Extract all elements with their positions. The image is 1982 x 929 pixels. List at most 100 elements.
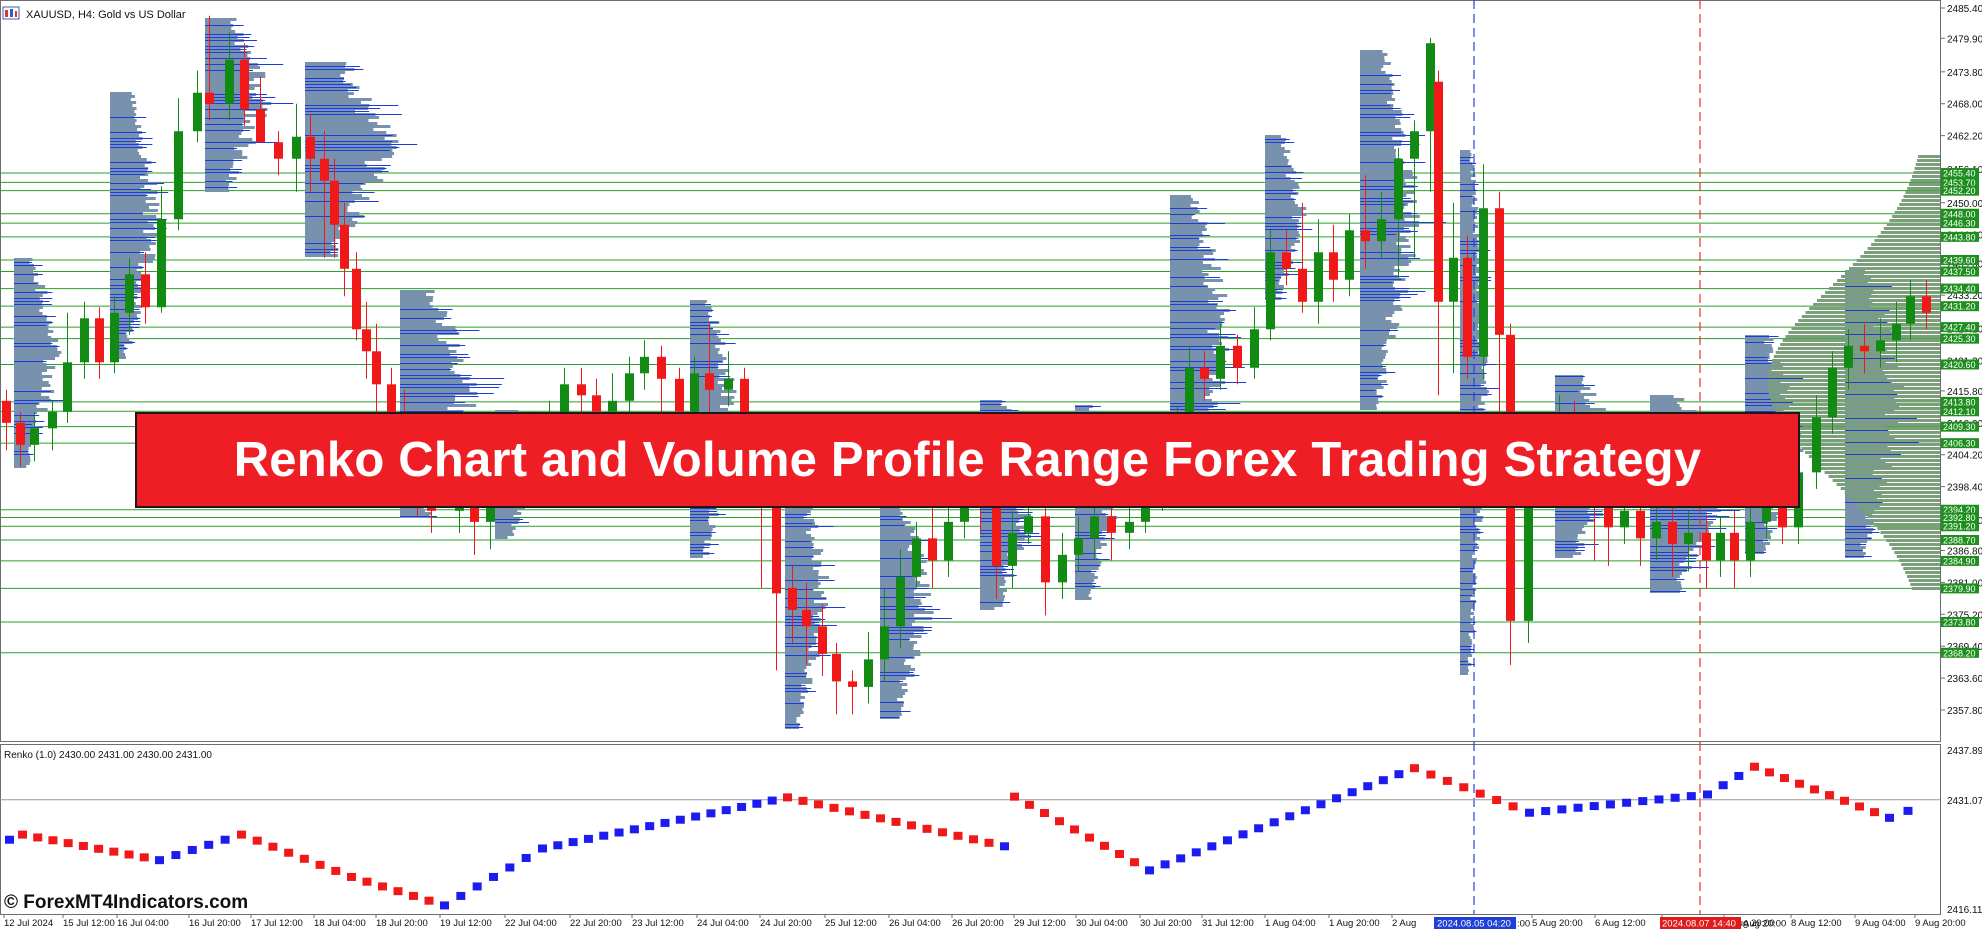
profile-bar — [205, 174, 230, 177]
profile-bar — [1460, 369, 1484, 372]
time-axis-label: 24 Jul 20:00 — [760, 918, 812, 929]
profile-bar — [110, 224, 154, 227]
time-axis-label: 15 Jul 12:00 — [63, 918, 115, 929]
profile-bar — [14, 267, 36, 270]
profile-bar — [690, 330, 721, 333]
profile-bar — [785, 666, 807, 669]
profile-bar — [980, 538, 1025, 541]
candle-body — [944, 521, 953, 561]
profile-bar — [1863, 511, 1940, 514]
profile-bar — [1860, 255, 1940, 258]
profile-bar — [1460, 321, 1486, 324]
profile-bar — [495, 536, 508, 539]
profile-bar — [205, 189, 230, 192]
candle-body — [193, 92, 202, 132]
profile-bar — [1460, 153, 1472, 156]
profile-bar — [880, 641, 918, 644]
profile-bar — [305, 239, 336, 242]
profile-bar — [880, 686, 902, 689]
candle-body — [1233, 345, 1242, 368]
renko-brick — [1670, 793, 1680, 802]
renko-brick — [393, 887, 403, 896]
profile-bar — [305, 152, 395, 155]
profile-bar — [1360, 122, 1401, 125]
renko-brick — [614, 828, 624, 837]
profile-bar — [980, 604, 1003, 607]
profile-bar — [110, 107, 137, 110]
profile-bar — [1360, 398, 1379, 401]
profile-bar — [1265, 144, 1282, 147]
profile-bar — [400, 335, 438, 338]
banner-title: Renko Chart and Volume Profile Range For… — [233, 433, 1702, 487]
profile-bar — [1460, 405, 1479, 408]
profile-bar — [205, 30, 236, 33]
profile-bar — [1805, 311, 1940, 314]
candle-body — [1652, 521, 1661, 539]
profile-bar — [980, 547, 1024, 550]
profile-bar — [690, 537, 711, 540]
profile-bar — [1460, 558, 1477, 561]
profile-bar — [1460, 522, 1475, 525]
candle-body — [832, 653, 841, 682]
profile-bar — [110, 209, 158, 212]
profile-bar — [305, 101, 361, 104]
profile-bar — [1768, 379, 1940, 382]
profile-bar — [110, 281, 137, 284]
time-axis-label: 26 Jul 04:00 — [889, 918, 941, 929]
level-tag-label: 2443.80 — [1943, 232, 1976, 242]
profile-bar — [400, 311, 448, 314]
time-axis-label: 2 Aug — [1392, 918, 1416, 929]
profile-bar — [1170, 255, 1204, 258]
profile-bar — [1360, 137, 1393, 140]
time-axis-label: 26 Jul 20:00 — [952, 918, 1004, 929]
profile-bar — [1265, 168, 1294, 171]
blue-marker-time-tag — [1434, 917, 1516, 929]
profile-bar — [1360, 155, 1396, 158]
renko-indicator-panel[interactable] — [0, 744, 1941, 915]
profile-bar — [880, 692, 906, 695]
profile-bar — [1360, 404, 1377, 407]
profile-bar — [1899, 203, 1940, 206]
candle-body — [1495, 208, 1504, 335]
level-tag — [1941, 177, 1979, 188]
renko-brick — [845, 807, 854, 816]
profile-bar — [205, 120, 251, 123]
profile-bar — [1555, 387, 1591, 390]
profile-bar — [880, 695, 903, 698]
renko-brick — [1795, 779, 1804, 788]
profile-bar — [400, 299, 433, 302]
time-axis-label: 8 Aug 12:00 — [1791, 918, 1842, 929]
renko-brick — [362, 877, 372, 886]
profile-bar — [980, 526, 1027, 529]
profile-bar — [1907, 575, 1940, 578]
profile-bar — [785, 699, 801, 702]
profile-bar — [690, 390, 737, 393]
profile-bar — [110, 134, 139, 137]
renko-brick — [33, 833, 43, 842]
profile-bar — [1845, 519, 1877, 522]
profile-bar — [690, 393, 721, 396]
profile-bar — [690, 345, 716, 348]
profile-bar — [400, 350, 457, 353]
profile-bar — [1813, 303, 1940, 306]
profile-bar — [1650, 401, 1677, 404]
profile-bar — [1360, 110, 1402, 113]
candle-body — [330, 180, 339, 225]
profile-bar — [14, 369, 48, 372]
level-tag — [1941, 208, 1979, 219]
profile-bar — [1265, 186, 1300, 189]
profile-bar — [1360, 176, 1418, 179]
profile-bar — [1773, 355, 1940, 358]
time-axis-label: 31 Jul 12:00 — [1202, 918, 1254, 929]
renko-brick — [1686, 792, 1696, 801]
profile-bar — [14, 318, 47, 321]
main-chart-panel[interactable] — [0, 0, 1941, 742]
renko-brick — [629, 825, 639, 834]
profile-bar — [1360, 254, 1416, 257]
renko-brick — [78, 841, 88, 850]
profile-bar — [1265, 183, 1299, 186]
level-tag-label: 2368.20 — [1943, 648, 1976, 658]
profile-bar — [1907, 187, 1940, 190]
profile-bar — [1745, 518, 1777, 521]
profile-bar — [785, 573, 819, 576]
